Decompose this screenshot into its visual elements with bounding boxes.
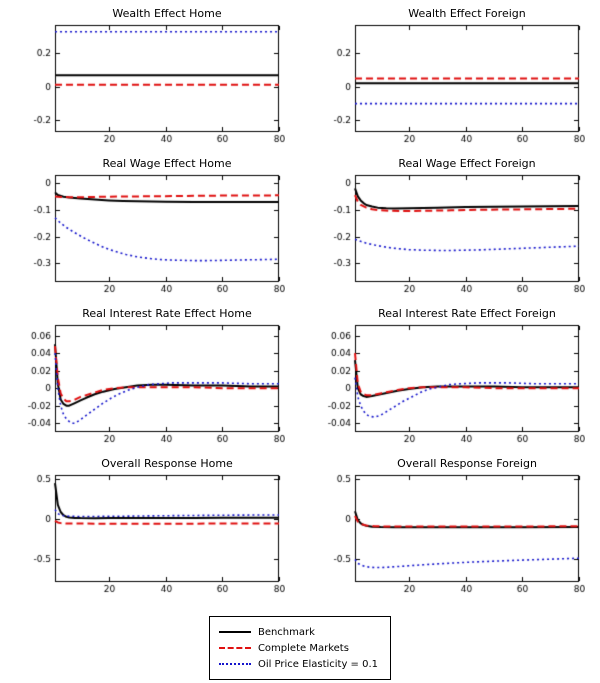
wealth-effect-foreign-plot: [315, 21, 585, 149]
legend-item-benchmark: Benchmark: [218, 624, 378, 640]
subplot-title: Overall Response Foreign: [397, 457, 537, 470]
legend-label: Oil Price Elasticity = 0.1: [257, 658, 379, 670]
subplot-title: Real Interest Rate Effect Home: [82, 307, 252, 320]
subplot-title: Overall Response Home: [101, 457, 233, 470]
subplot-title: Real Wage Effect Home: [102, 157, 232, 170]
subplot-real-interest-rate-effect-foreign: Real Interest Rate Effect Foreign: [300, 306, 600, 456]
subplot-title: Real Interest Rate Effect Foreign: [378, 307, 556, 320]
real-wage-effect-home-plot: [15, 171, 285, 299]
legend-item-complete-markets: Complete Markets: [218, 640, 378, 656]
overall-response-foreign-plot: [315, 471, 585, 599]
legend-label: Complete Markets: [257, 642, 349, 654]
subplot-wealth-effect-home: Wealth Effect Home: [0, 6, 300, 156]
wealth-effect-home-plot: [15, 21, 285, 149]
legend-item-oil-price-elasticity: Oil Price Elasticity = 0.1: [218, 656, 379, 672]
subplot-real-wage-effect-foreign: Real Wage Effect Foreign: [300, 156, 600, 306]
legend: Benchmark Complete Markets Oil Price Ela…: [208, 616, 392, 680]
subplot-title: Real Wage Effect Foreign: [398, 157, 536, 170]
complete-markets-line-sample: [218, 647, 251, 649]
real-wage-effect-foreign-plot: [315, 171, 585, 299]
subplot-wealth-effect-foreign: Wealth Effect Foreign: [300, 6, 600, 156]
overall-response-home-plot: [15, 471, 285, 599]
real-interest-rate-effect-home-plot: [15, 321, 285, 449]
subplot-title: Wealth Effect Home: [112, 7, 222, 20]
subplot-title: Wealth Effect Foreign: [408, 7, 526, 20]
subplot-real-wage-effect-home: Real Wage Effect Home: [0, 156, 300, 306]
subplot-overall-response-home: Overall Response Home: [0, 456, 300, 606]
subplot-overall-response-foreign: Overall Response Foreign: [300, 456, 600, 606]
benchmark-line-sample: [218, 631, 251, 633]
subplot-grid: Wealth Effect Home Wealth Effect Foreign…: [0, 6, 600, 606]
oil-price-elasticity-line-sample: [218, 663, 251, 665]
legend-label: Benchmark: [257, 626, 315, 638]
subplot-real-interest-rate-effect-home: Real Interest Rate Effect Home: [0, 306, 300, 456]
real-interest-rate-effect-foreign-plot: [315, 321, 585, 449]
